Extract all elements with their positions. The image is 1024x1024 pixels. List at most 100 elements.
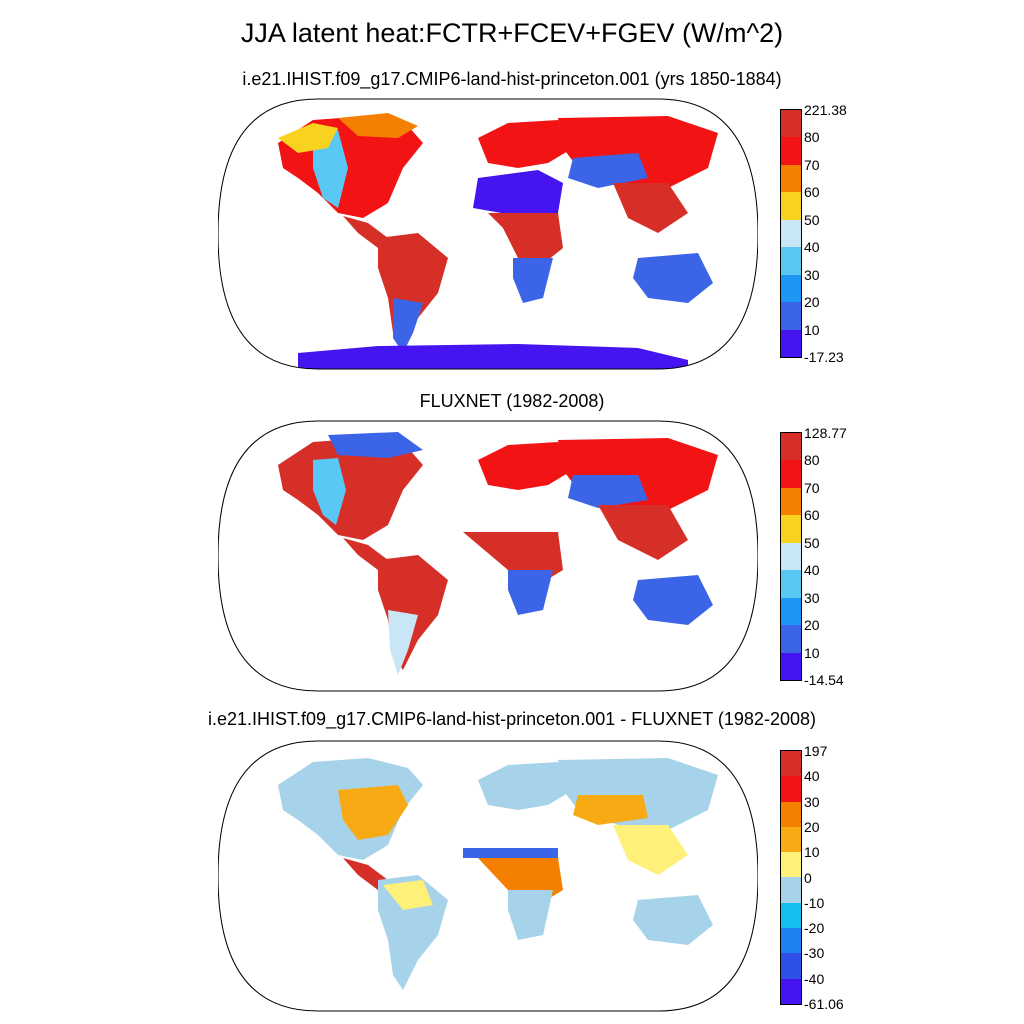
colorbar-label: 20	[804, 294, 820, 311]
colorbar-label: 30	[804, 589, 820, 606]
sahara	[473, 170, 563, 216]
south-america-north	[383, 880, 433, 910]
colorbar-label: 30	[804, 793, 820, 810]
colorbar-label: 60	[804, 507, 820, 524]
colorbar-label: 40	[804, 562, 820, 579]
colorbar-label: 80	[804, 129, 820, 146]
colorbar-swatch	[781, 487, 801, 516]
colorbar-label: 221.38	[804, 102, 847, 118]
central-asia	[573, 795, 648, 825]
panel-2-map	[218, 420, 758, 692]
panel-3-title: i.e21.IHIST.f09_g17.CMIP6-land-hist-prin…	[208, 709, 816, 729]
south-asia	[598, 505, 688, 560]
colorbar-swatch	[781, 542, 801, 571]
colorbar-swatch	[781, 877, 801, 903]
colorbar-label: 50	[804, 534, 820, 551]
colorbar-label: -30	[804, 945, 825, 962]
europe	[478, 120, 573, 168]
colorbar-label: 197	[804, 743, 828, 759]
central-america	[343, 538, 388, 570]
australia	[633, 895, 713, 945]
europe	[478, 762, 573, 810]
colorbar-swatch	[781, 137, 801, 165]
colorbar-swatch	[781, 625, 801, 653]
colorbar-label: 0	[804, 869, 812, 886]
africa-south	[508, 570, 553, 615]
colorbar-label: 50	[804, 211, 820, 228]
colorbar-swatch	[781, 192, 801, 220]
south-america-south	[388, 610, 418, 675]
colorbar-label: 10	[804, 321, 820, 338]
central-america	[343, 858, 388, 890]
colorbar-label: 70	[804, 479, 820, 496]
figure-title: JJA latent heat:FCTR+FCEV+FGEV (W/m^2)	[240, 18, 784, 48]
colorbar-label: 20	[804, 818, 820, 835]
colorbar-swatch	[781, 978, 801, 1004]
africa-south	[508, 890, 553, 940]
colorbar-swatch	[781, 164, 801, 193]
central-asia	[568, 475, 648, 508]
colorbar-swatch	[781, 110, 801, 138]
colorbar-label: 30	[804, 266, 820, 283]
australia	[633, 253, 713, 303]
colorbar-swatch	[781, 302, 801, 330]
sahara	[463, 492, 563, 535]
south-america-south	[393, 298, 423, 353]
colorbar-swatch	[781, 826, 801, 853]
africa-south	[513, 258, 553, 303]
colorbar-swatch	[781, 928, 801, 954]
antarctica	[298, 344, 688, 369]
colorbar-label: 10	[804, 844, 820, 861]
sahel	[463, 848, 558, 858]
panel-3-colorbar	[780, 750, 802, 1005]
central-asia	[568, 153, 648, 188]
panel-1-colorbar	[780, 109, 802, 358]
colorbar-swatch	[781, 460, 801, 488]
africa-center	[488, 213, 563, 268]
europe	[478, 442, 573, 490]
colorbar-swatch	[781, 597, 801, 626]
central-america	[343, 216, 388, 248]
colorbar-label: -40	[804, 970, 825, 987]
colorbar-swatch	[781, 433, 801, 461]
panel-1-title: i.e21.IHIST.f09_g17.CMIP6-land-hist-prin…	[242, 69, 782, 89]
colorbar-label: 70	[804, 156, 820, 173]
sahara	[468, 812, 563, 852]
colorbar-swatch	[781, 274, 801, 303]
colorbar-label: -14.54	[804, 672, 844, 688]
north-america-east	[338, 785, 408, 840]
north-america-west	[313, 130, 348, 208]
canada-north	[338, 113, 418, 138]
south-asia	[613, 825, 688, 875]
colorbar-label: -61.06	[804, 996, 844, 1012]
australia	[633, 575, 713, 625]
colorbar-swatch	[781, 902, 801, 929]
panel-1-map	[218, 98, 758, 370]
colorbar-swatch	[781, 219, 801, 248]
colorbar-swatch	[781, 776, 801, 802]
colorbar-label: 40	[804, 239, 820, 256]
south-asia	[613, 183, 688, 233]
colorbar-swatch	[781, 751, 801, 777]
colorbar-label: -10	[804, 894, 825, 911]
colorbar-swatch	[781, 247, 801, 275]
panel-3-map	[218, 740, 758, 1012]
colorbar-label: -20	[804, 920, 825, 937]
colorbar-label: 10	[804, 644, 820, 661]
colorbar-swatch	[781, 801, 801, 827]
colorbar-label: 20	[804, 617, 820, 634]
colorbar-swatch	[781, 329, 801, 357]
north-america-west	[313, 458, 346, 525]
colorbar-swatch	[781, 953, 801, 979]
colorbar-label: 60	[804, 184, 820, 201]
colorbar-swatch	[781, 515, 801, 543]
alaska	[278, 123, 338, 153]
colorbar-swatch	[781, 652, 801, 680]
colorbar-label: 80	[804, 452, 820, 469]
colorbar-label: 40	[804, 768, 820, 785]
colorbar-swatch	[781, 852, 801, 878]
canada-north	[328, 432, 423, 458]
colorbar-label: 128.77	[804, 425, 847, 441]
panel-2-colorbar	[780, 432, 802, 681]
colorbar-label: -17.23	[804, 349, 844, 365]
